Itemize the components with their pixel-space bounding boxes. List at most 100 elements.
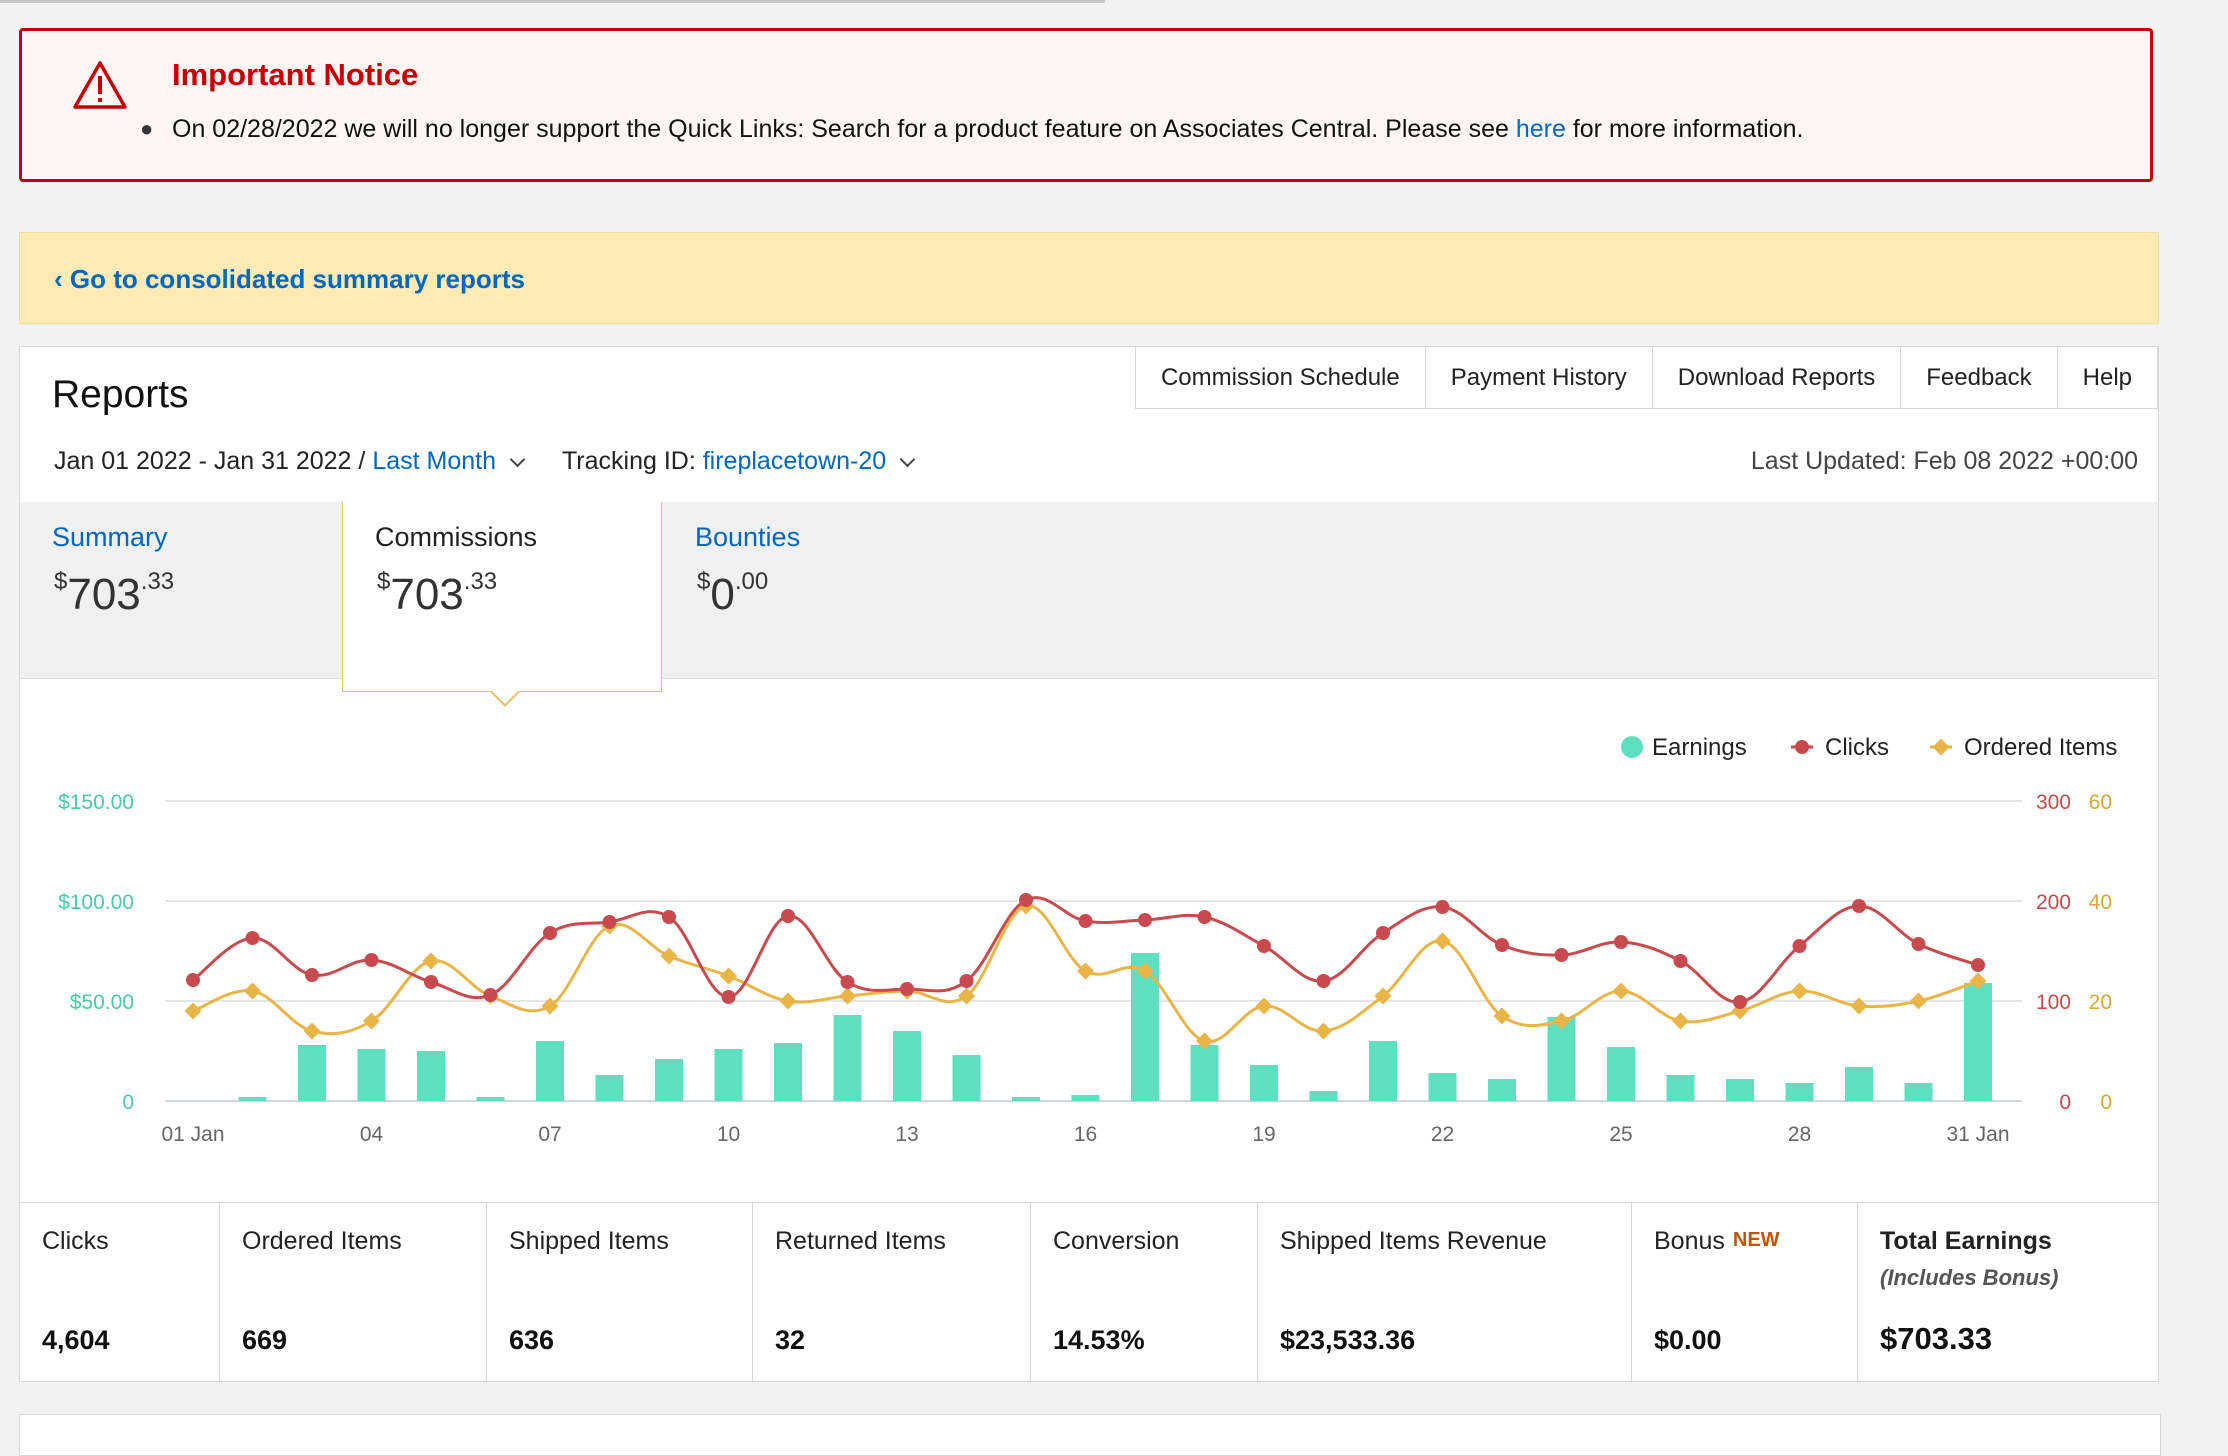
tracking-id-dropdown[interactable]: fireplacetown-20 (702, 447, 887, 475)
x-axis-tick-label: 22 (1431, 1123, 1454, 1146)
clicks-point (602, 915, 617, 929)
notice-text: On 02/28/2022 we will no longer support … (172, 115, 1803, 144)
clicks-point (483, 988, 498, 1002)
legend-earnings-icon (1621, 736, 1643, 758)
x-axis-tick-label: 13 (895, 1123, 918, 1146)
earnings-bar (476, 1097, 505, 1101)
earnings-bar (1785, 1083, 1814, 1101)
earnings-bar (1964, 983, 1992, 1101)
stat-shipped-items: Shipped Items 636 (487, 1203, 753, 1383)
tile-summary[interactable]: Summary $703.33 (20, 502, 340, 678)
earnings-bar (1904, 1083, 1933, 1101)
date-range: Jan 01 2022 - Jan 31 2022 / (54, 447, 373, 475)
tile-bounties[interactable]: Bounties $0.00 (663, 502, 983, 678)
earnings-bar (1250, 1065, 1278, 1101)
payment-history-button[interactable]: Payment History (1424, 347, 1653, 409)
top-divider (0, 0, 1105, 3)
clicks-point (1376, 926, 1390, 940)
earnings-bar (298, 1045, 326, 1101)
tile-commissions[interactable]: Commissions $703.33 (342, 502, 662, 692)
ordered-items-point (1374, 987, 1392, 1005)
ordered-items-point (1255, 997, 1273, 1015)
ordered-items-point (1791, 982, 1808, 1000)
left-axis-tick-label: $150.00 (58, 791, 134, 814)
stat-label: Conversion (1053, 1227, 1180, 1255)
clicks-point (1197, 910, 1212, 924)
stat-value: 669 (242, 1325, 288, 1355)
earnings-bar (1190, 1045, 1219, 1101)
earnings-bar (1666, 1075, 1695, 1101)
last-updated: Last Updated: Feb 08 2022 +00:00 (1750, 447, 2138, 475)
stat-shipped-revenue: Shipped Items Revenue $23,533.36 (1258, 1203, 1632, 1383)
clicks-point (1138, 913, 1152, 927)
ordered-items-point (1077, 962, 1094, 980)
clicks-axis-tick-label: 200 (2036, 891, 2071, 914)
stat-clicks: Clicks 4,604 (20, 1203, 220, 1383)
stat-label: Clicks (42, 1227, 109, 1255)
x-axis-tick-label: 25 (1609, 1123, 1632, 1146)
tile-amount: $0.00 (697, 568, 768, 620)
amount-whole: 703 (390, 570, 464, 619)
chevron-down-icon[interactable] (509, 451, 526, 468)
ordered-items-point (1672, 1012, 1689, 1030)
clicks-point (959, 974, 974, 988)
period-dropdown[interactable]: Last Month (372, 447, 496, 475)
stat-value: 4,604 (42, 1325, 110, 1355)
items-axis-tick-label: 60 (2089, 791, 2112, 814)
stat-value: $0.00 (1654, 1325, 1722, 1355)
clicks-point (1792, 939, 1807, 953)
consolidated-banner: ‹ Go to consolidated summary reports (19, 232, 2159, 324)
clicks-point (186, 973, 200, 987)
feedback-button[interactable]: Feedback (1900, 347, 2058, 409)
left-axis-tick-label: $50.00 (70, 991, 134, 1014)
ordered-items-point (720, 967, 737, 985)
clicks-point (781, 909, 795, 923)
x-axis-tick-label: 07 (538, 1123, 561, 1146)
earnings-bar (1547, 1017, 1576, 1101)
consolidated-summary-link[interactable]: ‹ Go to consolidated summary reports (54, 264, 525, 294)
clicks-axis-tick-label: 300 (2036, 791, 2071, 814)
x-axis-tick-label: 04 (360, 1123, 384, 1146)
commission-schedule-button[interactable]: Commission Schedule (1134, 347, 1426, 409)
earnings-bar (1726, 1079, 1754, 1101)
ordered-items-point (303, 1022, 321, 1040)
help-button[interactable]: Help (2056, 347, 2158, 409)
earnings-bar (655, 1059, 683, 1101)
currency-symbol: $ (697, 568, 711, 595)
ordered-items-point (958, 987, 975, 1005)
clicks-point (424, 975, 438, 989)
ordered-items-point (839, 987, 856, 1005)
download-reports-button[interactable]: Download Reports (1651, 347, 1902, 409)
ordered-items-point (779, 992, 797, 1010)
ordered-items-point (1434, 932, 1451, 950)
legend-clicks-label: Clicks (1825, 734, 1889, 761)
legend-ordered-label: Ordered Items (1964, 734, 2117, 761)
notice-here-link[interactable]: here (1515, 115, 1566, 143)
clicks-point (1435, 900, 1450, 914)
warning-triangle-icon (73, 61, 127, 109)
clicks-point (305, 968, 319, 982)
clicks-point (1316, 974, 1331, 988)
new-badge: NEW (1732, 1229, 1780, 1251)
notice-text-before: On 02/28/2022 we will no longer support … (172, 115, 1516, 143)
x-axis-tick-label: 28 (1788, 1123, 1811, 1146)
chevron-down-icon[interactable] (899, 451, 916, 468)
earnings-bar (1369, 1041, 1397, 1101)
ordered-items-point (184, 1002, 202, 1020)
clicks-point (662, 910, 676, 924)
legend-ordered-icon (1932, 738, 1950, 756)
stat-label: Total Earnings (1880, 1227, 2052, 1255)
ordered-items-point (1910, 992, 1927, 1010)
stat-value: 32 (775, 1325, 806, 1355)
stat-conversion: Conversion 14.53% (1031, 1203, 1258, 1383)
earnings-bar (833, 1015, 862, 1101)
earnings-bar (1428, 1073, 1457, 1101)
tile-label: Commissions (375, 522, 538, 552)
clicks-point (1495, 938, 1509, 952)
tile-amount: $703.33 (377, 568, 497, 620)
amount-whole: 0 (710, 570, 735, 619)
clicks-point (1019, 893, 1033, 907)
clicks-point (1078, 914, 1093, 928)
reports-panel: Reports Commission Schedule Payment Hist… (19, 346, 2159, 1383)
ordered-items-point (1612, 982, 1630, 1000)
